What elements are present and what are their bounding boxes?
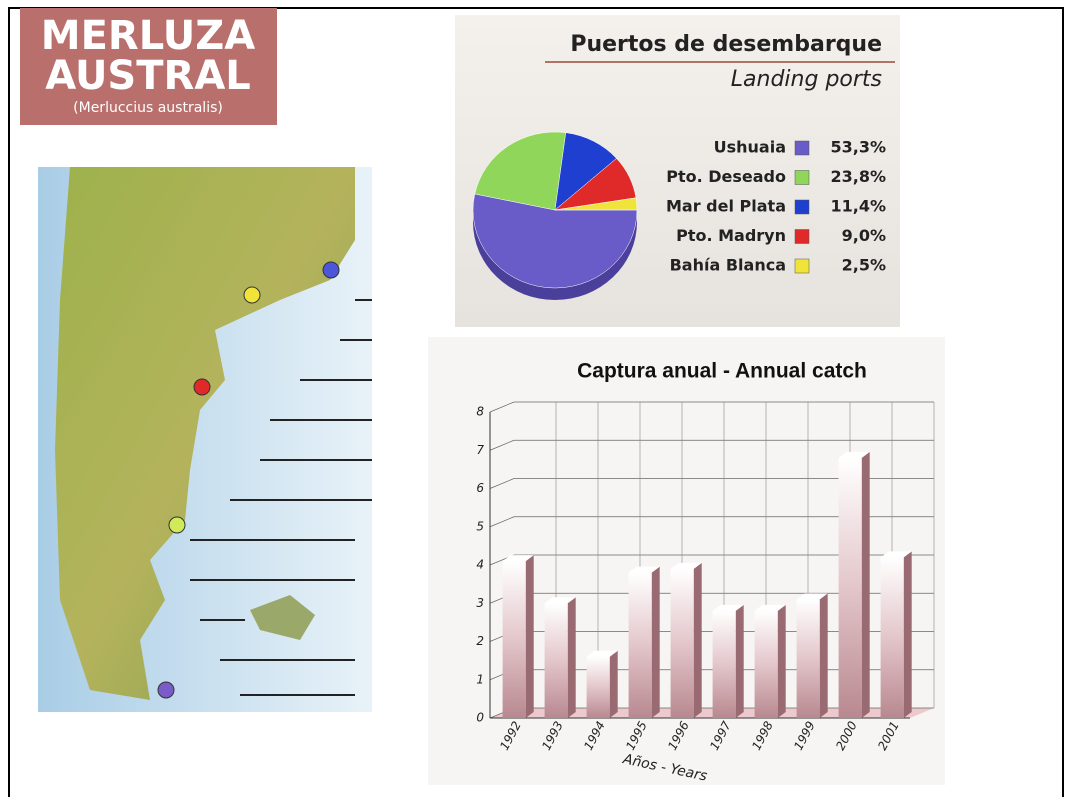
subtitle: (Merluccius australis) bbox=[73, 100, 223, 116]
pie-title: Puertos de desembarque bbox=[570, 32, 882, 57]
bar bbox=[503, 561, 526, 718]
bar bbox=[839, 458, 862, 718]
value-label: 2,5% bbox=[842, 256, 886, 275]
legend-swatch bbox=[795, 200, 809, 214]
bar bbox=[713, 611, 736, 718]
bar-side bbox=[610, 651, 618, 718]
bar bbox=[881, 557, 904, 718]
bar bbox=[587, 657, 610, 718]
bar bbox=[629, 573, 652, 718]
y-tick-label: 1 bbox=[476, 672, 484, 686]
y-tick-label: 0 bbox=[476, 711, 484, 725]
y-tick-label: 8 bbox=[476, 405, 484, 419]
bar-side bbox=[820, 593, 828, 718]
bar bbox=[755, 611, 778, 718]
bar-side bbox=[904, 551, 912, 718]
bar-side bbox=[526, 555, 534, 718]
legend-label: Pto. Deseado bbox=[666, 167, 786, 186]
legend-swatch bbox=[795, 259, 809, 273]
value-label: 53,3% bbox=[830, 138, 886, 157]
value-label: 11,4% bbox=[830, 197, 886, 216]
legend-label: Ushuaia bbox=[714, 138, 786, 157]
y-tick-label: 5 bbox=[476, 519, 484, 533]
bar bbox=[797, 599, 820, 718]
legend-swatch bbox=[795, 230, 809, 244]
title-line: AUSTRAL bbox=[45, 53, 251, 99]
legend-swatch bbox=[795, 141, 809, 155]
y-tick-label: 3 bbox=[476, 596, 484, 610]
page: MERLUZA AUSTRAL (Merluccius australis) P… bbox=[0, 0, 1071, 797]
bar-side bbox=[736, 605, 744, 718]
legend-label: Pto. Madryn bbox=[676, 226, 786, 245]
y-tick-label: 2 bbox=[476, 634, 484, 648]
legend-label: Mar del Plata bbox=[666, 197, 786, 216]
bar bbox=[671, 569, 694, 718]
y-tick-label: 7 bbox=[476, 443, 484, 457]
bar-side bbox=[694, 563, 702, 718]
bar-title: Captura anual - Annual catch bbox=[577, 360, 867, 383]
bar bbox=[545, 603, 568, 718]
bar-side bbox=[652, 567, 660, 718]
value-label: 23,8% bbox=[830, 167, 886, 186]
bar-side bbox=[568, 597, 576, 718]
legend-label: Bahía Blanca bbox=[670, 256, 786, 275]
y-tick-label: 4 bbox=[476, 558, 484, 572]
bar-side bbox=[862, 452, 870, 718]
pie-subtitle: Landing ports bbox=[731, 67, 882, 92]
value-label: 9,0% bbox=[842, 226, 886, 245]
legend-swatch bbox=[795, 171, 809, 185]
bar-side bbox=[778, 605, 786, 718]
y-tick-label: 6 bbox=[476, 481, 484, 495]
map bbox=[38, 167, 372, 712]
